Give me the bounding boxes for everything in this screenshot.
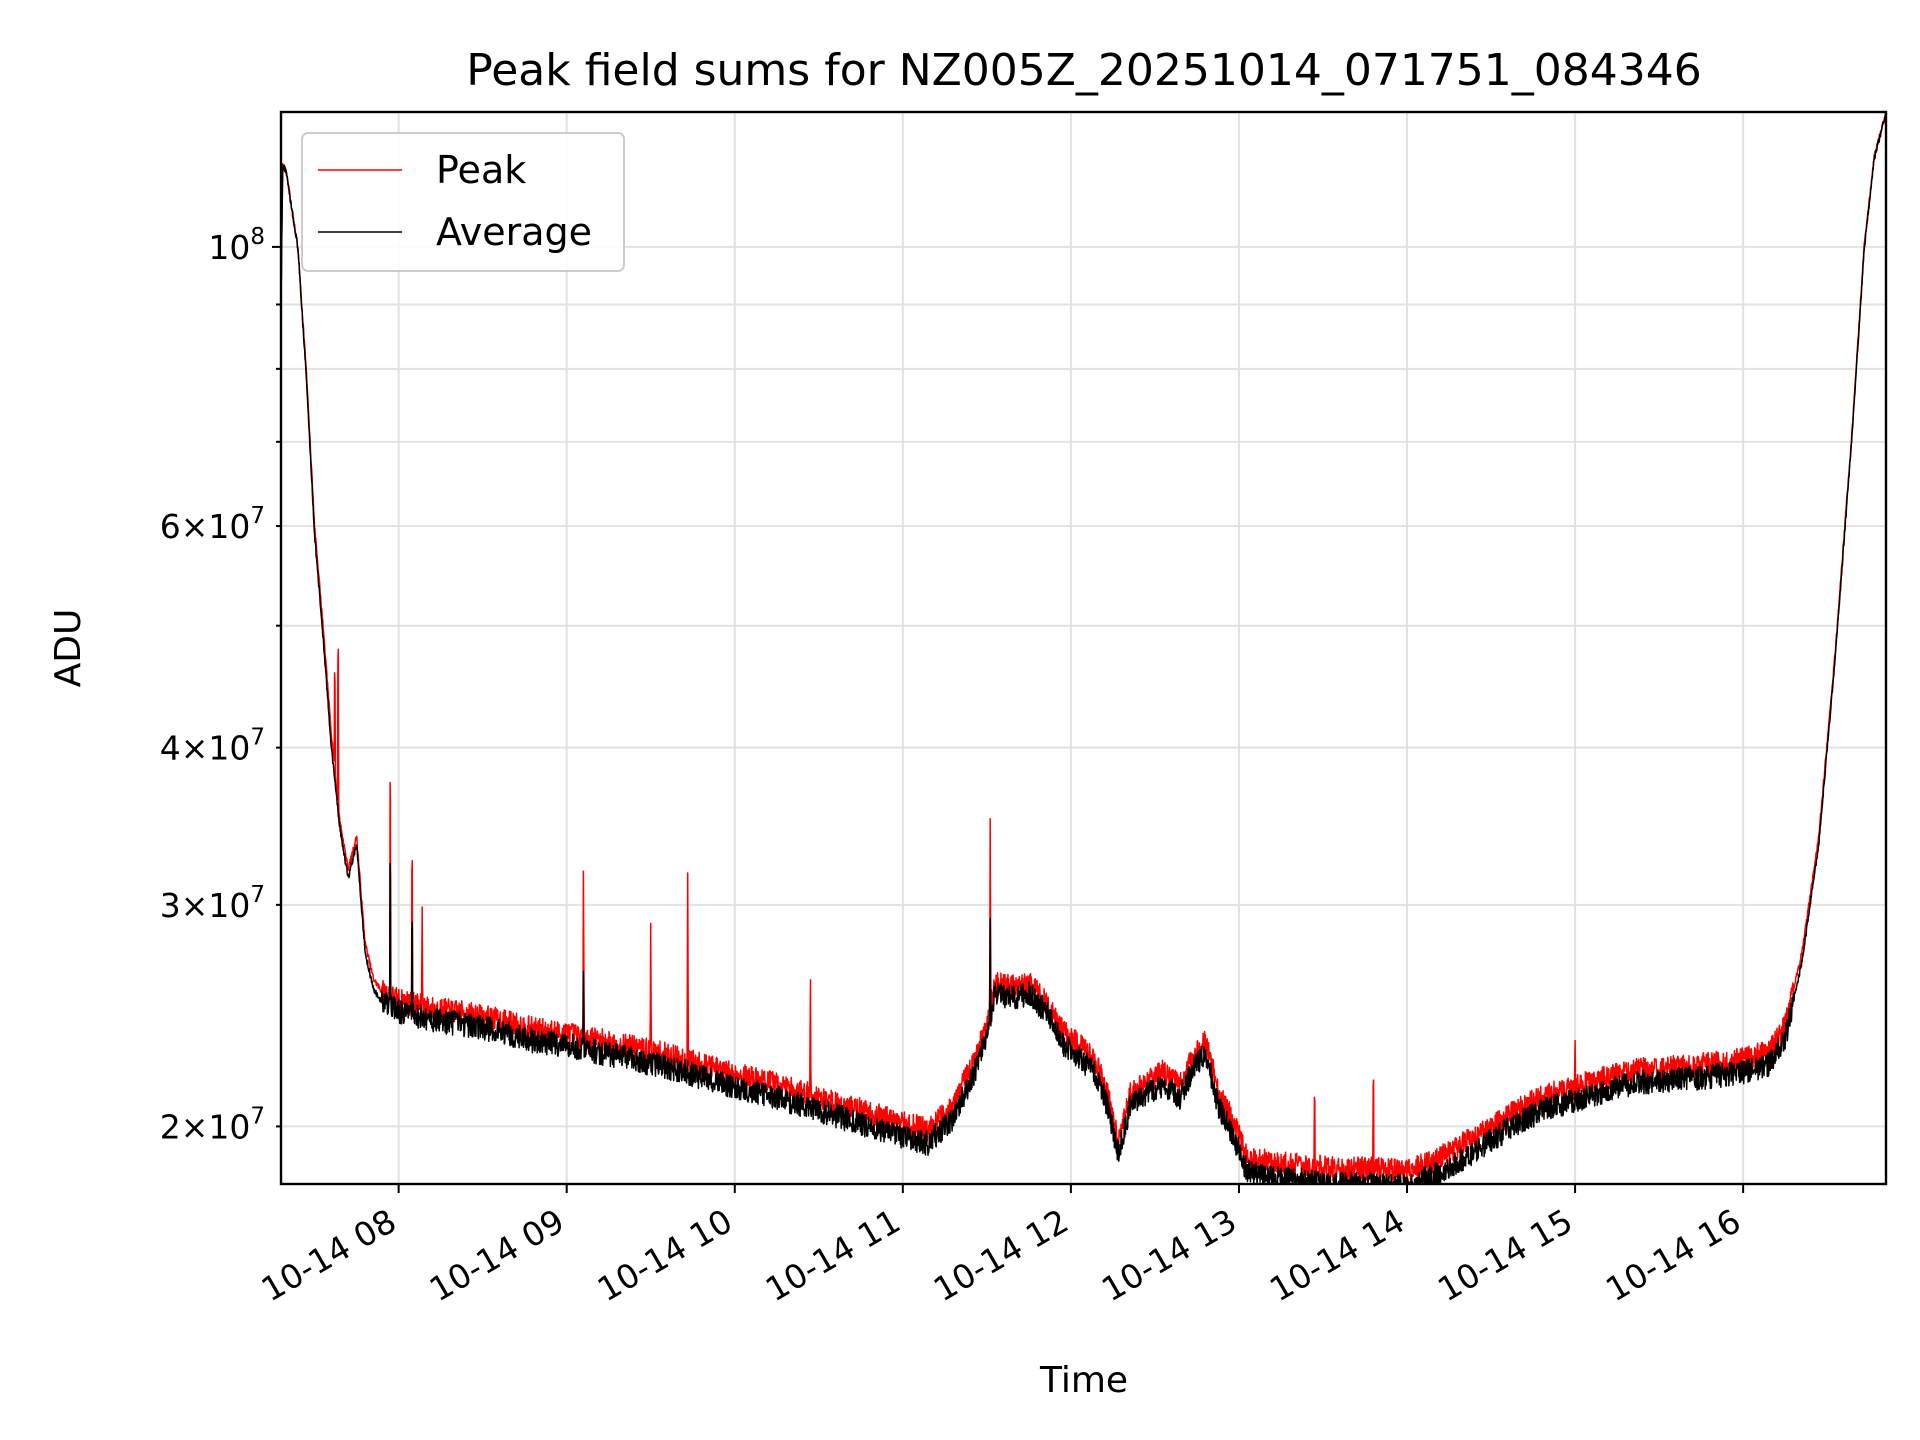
x-axis-label: Time xyxy=(1039,1360,1128,1401)
y-tick-label-minor-3: 6×107 xyxy=(160,503,265,546)
series-line-average xyxy=(281,112,1886,1184)
grid xyxy=(281,112,1886,1184)
legend-label-peak: Peak xyxy=(436,148,526,192)
legend: Peak Average xyxy=(301,132,625,272)
y-tick-label-minor-2: 4×107 xyxy=(160,725,265,768)
legend-box xyxy=(301,132,625,272)
y-tick-label-minor-0: 2×107 xyxy=(160,1103,265,1146)
plot-frame xyxy=(279,110,1888,1186)
chart-title: Peak field sums for NZ005Z_20251014_0717… xyxy=(466,45,1702,96)
y-axis: 108 2×107 3×107 4×107 6×107 xyxy=(160,224,281,1146)
y-tick-label-minor-1: 3×107 xyxy=(160,882,265,925)
y-axis-label: ADU xyxy=(48,609,89,688)
y-tick-label-major-0: 108 xyxy=(208,224,265,267)
legend-label-average: Average xyxy=(436,210,592,254)
series-layer xyxy=(281,112,1886,1184)
